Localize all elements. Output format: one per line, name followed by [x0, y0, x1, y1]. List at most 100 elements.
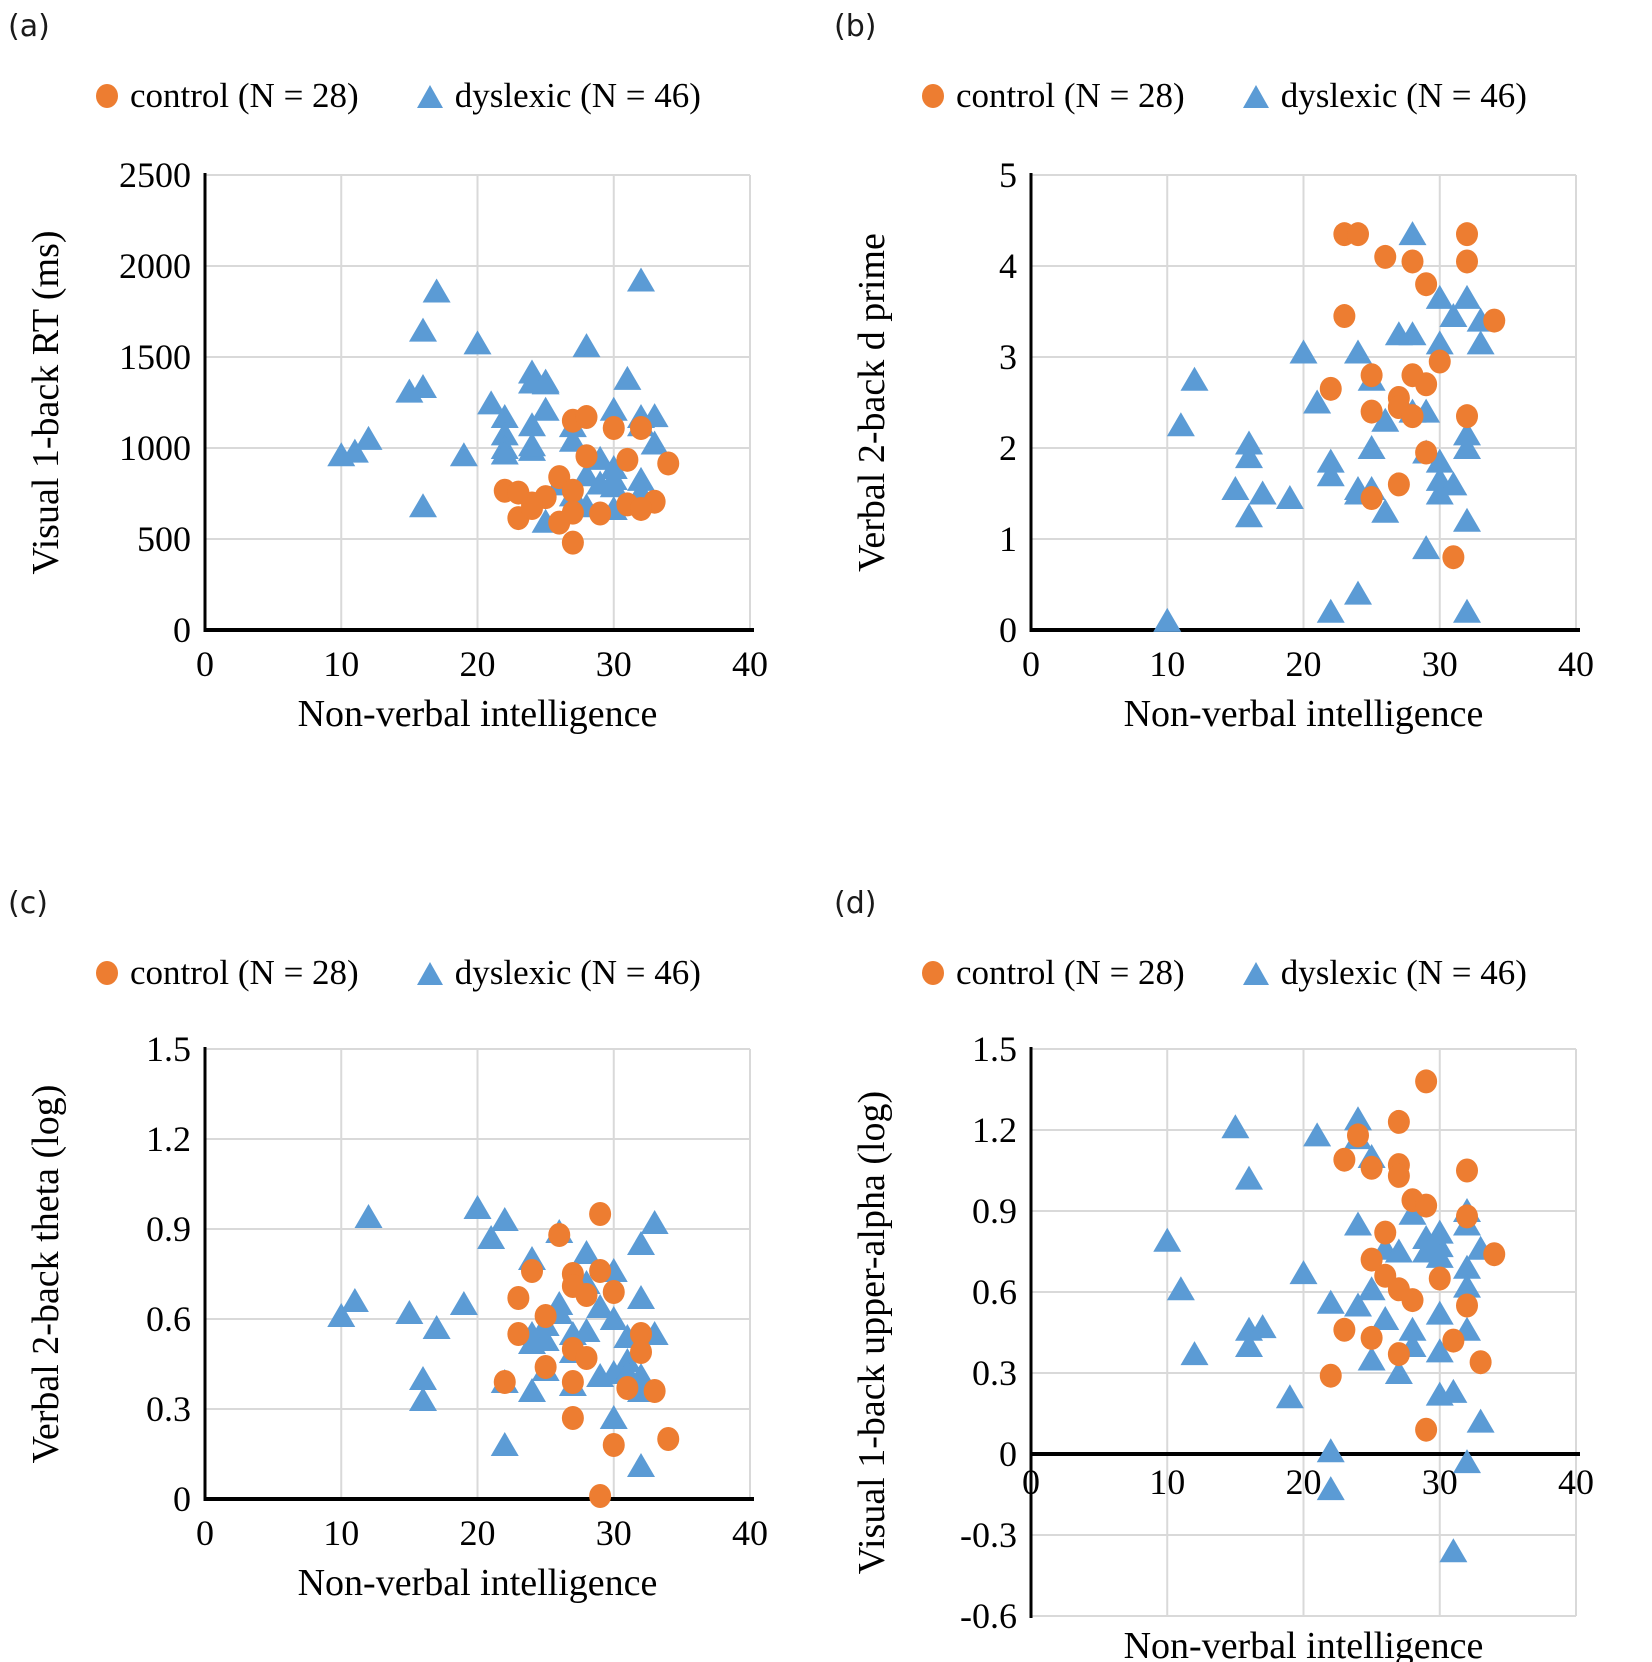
- legend-label-control: control (N = 28): [130, 76, 359, 115]
- data-point-dyslexic: [599, 396, 628, 421]
- data-point-dyslexic: [1235, 430, 1263, 455]
- data-point-dyslexic: [572, 1240, 601, 1264]
- y-tick-label: 0: [173, 610, 191, 650]
- data-point-dyslexic: [1344, 1106, 1372, 1131]
- data-point-dyslexic: [531, 370, 560, 395]
- y-tick-label: 2: [999, 428, 1017, 468]
- data-point-dyslexic: [1384, 1238, 1413, 1263]
- y-tick-label: 0.6: [972, 1272, 1017, 1312]
- data-point-control: [1428, 349, 1451, 374]
- data-point-dyslexic: [490, 421, 519, 446]
- panel-c-legend: control (N = 28) dyslexic (N = 46): [96, 953, 701, 993]
- data-point-control: [1415, 272, 1438, 297]
- data-point-dyslexic: [572, 1318, 601, 1342]
- data-point-dyslexic: [1453, 1273, 1481, 1298]
- data-point-control: [1347, 222, 1369, 247]
- data-point-control: [643, 1379, 666, 1403]
- data-point-dyslexic: [572, 462, 601, 487]
- data-point-control: [561, 1406, 584, 1430]
- data-point-control: [1456, 1158, 1478, 1183]
- y-tick-label: 4: [999, 246, 1017, 286]
- data-point-dyslexic: [340, 438, 369, 463]
- x-tick-label: 20: [460, 644, 496, 684]
- data-point-control: [1483, 1242, 1506, 1267]
- y-tick-label: 0.3: [146, 1389, 191, 1429]
- data-point-dyslexic: [1357, 1346, 1386, 1371]
- control-circle-icon: [922, 84, 944, 108]
- legend-label-dyslexic: dyslexic (N = 46): [1280, 953, 1527, 992]
- data-point-dyslexic: [1425, 1338, 1454, 1363]
- y-axis-title: Verbal 2-back d prime: [851, 233, 893, 572]
- data-point-control: [1333, 1317, 1356, 1342]
- panel-d-legend: control (N = 28) dyslexic (N = 46): [922, 953, 1527, 993]
- data-point-dyslexic: [409, 317, 437, 342]
- data-point-control: [1319, 376, 1342, 401]
- legend-label-dyslexic: dyslexic (N = 46): [1280, 76, 1527, 115]
- data-point-control: [589, 501, 612, 526]
- data-point-dyslexic: [627, 267, 655, 292]
- data-point-control: [1374, 1220, 1397, 1245]
- data-point-control: [1456, 249, 1478, 274]
- legend-label-control: control (N = 28): [956, 76, 1185, 115]
- x-tick-label: 10: [1149, 1462, 1185, 1502]
- data-point-dyslexic: [1425, 284, 1454, 309]
- data-point-dyslexic: [1425, 1219, 1454, 1244]
- y-tick-label: 0: [173, 1479, 191, 1519]
- data-point-control: [1401, 249, 1424, 274]
- scatter-plot-c: 0 0.3 0.6 0.9 1.2 1.5 0 10 20 30 40 Non-verbal inte…: [25, 1029, 768, 1604]
- data-point-control: [1360, 1247, 1383, 1272]
- data-point-control: [507, 1286, 530, 1310]
- data-point-dyslexic: [531, 396, 560, 421]
- y-tick-label: 0.9: [146, 1209, 191, 1249]
- data-point-dyslexic: [1425, 448, 1454, 473]
- data-point-dyslexic: [1439, 1378, 1468, 1403]
- data-point-dyslexic: [490, 1207, 519, 1231]
- data-point-control: [575, 1283, 598, 1307]
- scatter-plot-a: 0 500 1000 1500 2000 2500 0 10 20 30 40 Non-verbal …: [25, 155, 768, 735]
- data-point-dyslexic: [586, 1294, 615, 1318]
- data-point-dyslexic: [1153, 607, 1182, 632]
- data-point-dyslexic: [1275, 485, 1304, 510]
- data-point-dyslexic: [490, 440, 519, 465]
- data-point-dyslexic: [354, 1204, 383, 1228]
- data-point-control: [1347, 1123, 1369, 1148]
- data-point-dyslexic: [613, 365, 642, 390]
- data-point-control: [534, 1355, 557, 1379]
- y-tick-label: 0.9: [972, 1191, 1017, 1231]
- legend-item-dyslexic: dyslexic (N = 46): [1242, 953, 1527, 993]
- y-tick-label: 2000: [119, 246, 191, 286]
- x-tick-label: 10: [323, 1513, 359, 1553]
- data-point-dyslexic: [395, 1300, 424, 1324]
- data-point-control: [1319, 1363, 1342, 1388]
- y-axis-title: Visual 1-back upper-alpha (log): [851, 1091, 893, 1574]
- data-point-dyslexic: [1248, 1314, 1277, 1339]
- data-point-dyslexic: [599, 1405, 628, 1429]
- data-point-control: [1387, 1109, 1410, 1134]
- data-point-dyslexic: [1425, 480, 1454, 505]
- panel-c: (c) control (N = 28) dyslexic (N = 46) 0…: [0, 831, 826, 1662]
- data-point-dyslexic: [1425, 1243, 1454, 1268]
- x-tick-label: 30: [596, 1513, 632, 1553]
- x-tick-label: 40: [1558, 1462, 1594, 1502]
- x-axis-title: Non-verbal intelligence: [1124, 1625, 1484, 1662]
- data-point-dyslexic: [354, 425, 383, 450]
- x-tick-label: 20: [1286, 1462, 1322, 1502]
- data-point-control: [657, 451, 680, 476]
- x-tick-label: 30: [596, 644, 632, 684]
- legend-item-control: control (N = 28): [96, 953, 359, 993]
- panel-b: (b) control (N = 28) dyslexic (N = 46) 0…: [826, 0, 1652, 831]
- x-tick-label: 10: [323, 644, 359, 684]
- data-point-dyslexic: [409, 1387, 437, 1411]
- data-point-control: [616, 447, 639, 472]
- data-point-dyslexic: [1453, 1449, 1481, 1474]
- x-tick-label: 10: [1149, 644, 1185, 684]
- data-point-control: [561, 1370, 584, 1394]
- data-point-dyslexic: [1453, 435, 1481, 459]
- dyslexic-triangle-icon: [1242, 961, 1269, 985]
- panel-c-letter: (c): [8, 886, 48, 921]
- data-point-dyslexic: [1235, 1333, 1263, 1357]
- data-point-control: [1456, 1204, 1478, 1229]
- data-point-dyslexic: [463, 1195, 492, 1219]
- data-point-control: [1415, 440, 1438, 465]
- data-point-dyslexic: [1344, 580, 1372, 605]
